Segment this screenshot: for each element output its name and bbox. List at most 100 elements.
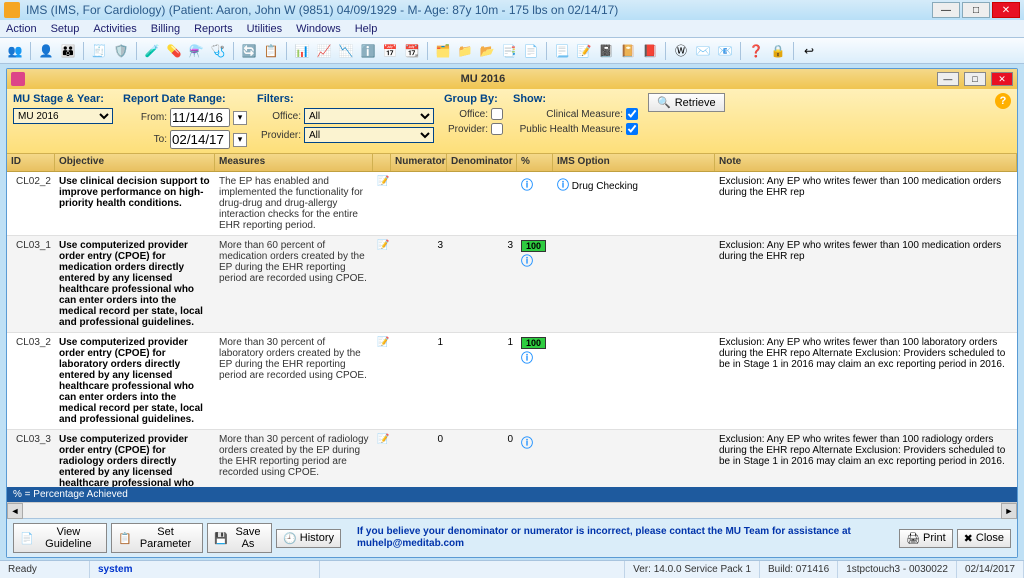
status-bar: Ready system Ver: 14.0.0 Service Pack 1 … [0, 560, 1024, 578]
show-label: Show: [513, 93, 638, 105]
bottom-bar: 📄 View Guideline 📋 Set Parameter 💾 Save … [7, 518, 1017, 557]
set-parameter-button[interactable]: 📋 Set Parameter [111, 523, 203, 553]
table-row[interactable]: CL03_1Use computerized provider order en… [7, 236, 1017, 333]
groupby-label: Group By: [444, 93, 503, 105]
toolbar-icon-11[interactable]: 📊 [293, 42, 311, 60]
filters-label: Filters: [257, 93, 434, 105]
footer-message: If you believe your denominator or numer… [357, 526, 895, 550]
close-button-bottom[interactable]: ✖ Close [957, 529, 1011, 548]
table-row[interactable]: CL03_3Use computerized provider order en… [7, 430, 1017, 487]
to-date-input[interactable] [170, 130, 230, 149]
menu-billing[interactable]: Billing [151, 23, 180, 35]
action-icon[interactable]: 📝 [377, 337, 389, 348]
scroll-right-icon[interactable]: ► [1001, 503, 1017, 519]
toolbar-icon-30[interactable]: ❓ [747, 42, 765, 60]
toolbar-icon-10[interactable]: 📋 [262, 42, 280, 60]
toolbar-icon-28[interactable]: ✉️ [694, 42, 712, 60]
toolbar-icon-24[interactable]: 📓 [597, 42, 615, 60]
toolbar-icon-29[interactable]: 📧 [716, 42, 734, 60]
toolbar-icon-19[interactable]: 📂 [478, 42, 496, 60]
menu-action[interactable]: Action [6, 23, 37, 35]
toolbar-icon-7[interactable]: ⚗️ [187, 42, 205, 60]
groupby-office-check[interactable] [491, 108, 503, 120]
toolbar-icon-4[interactable]: 🛡️ [112, 42, 130, 60]
info-icon[interactable]: ⓘ [521, 178, 533, 192]
print-button[interactable]: 🖨 Print [899, 529, 953, 548]
toolbar-icon-2[interactable]: 👪 [59, 42, 77, 60]
toolbar-icon-1[interactable]: 👤 [37, 42, 55, 60]
grid-header: ID Objective Measures Numerator Denomina… [7, 154, 1017, 172]
app-title: IMS (IMS, For Cardiology) (Patient: Aaro… [26, 3, 932, 17]
maximize-button[interactable]: □ [962, 2, 990, 18]
toolbar-icon-8[interactable]: 🩺 [209, 42, 227, 60]
menu-activities[interactable]: Activities [93, 23, 136, 35]
close-button[interactable]: ✕ [992, 2, 1020, 18]
horizontal-scrollbar[interactable]: ◄ ► [7, 502, 1017, 518]
toolbar-icon-5[interactable]: 🧪 [143, 42, 161, 60]
public-health-check[interactable] [626, 123, 638, 135]
toolbar-icon-31[interactable]: 🔒 [769, 42, 787, 60]
toolbar-icon-20[interactable]: 📑 [500, 42, 518, 60]
stage-select[interactable]: MU 2016 [13, 108, 113, 124]
toolbar-icon-0[interactable]: 👥 [6, 42, 24, 60]
mu-minimize-button[interactable]: — [937, 72, 959, 86]
calendar-icon[interactable]: ▾ [233, 111, 247, 125]
action-icon[interactable]: 📝 [377, 240, 389, 251]
toolbar-icon-14[interactable]: ℹ️ [359, 42, 377, 60]
toolbar-icon-32[interactable]: ↩ [800, 42, 818, 60]
info-icon[interactable]: ⓘ [521, 436, 533, 450]
provider-select[interactable]: All [304, 127, 434, 143]
mu-title: MU 2016 [31, 73, 935, 85]
toolbar-icon-23[interactable]: 📝 [575, 42, 593, 60]
help-icon[interactable]: ? [995, 93, 1011, 109]
toolbar-icon-16[interactable]: 📆 [403, 42, 421, 60]
table-row[interactable]: CL02_2Use clinical decision support to i… [7, 172, 1017, 236]
toolbar-icon-17[interactable]: 🗂️ [434, 42, 452, 60]
info-icon[interactable]: ⓘ [521, 351, 533, 365]
action-icon[interactable]: 📝 [377, 434, 389, 445]
history-button[interactable]: 🕘 History [276, 529, 341, 548]
mu-close-button[interactable]: ✕ [991, 72, 1013, 86]
toolbar-icon-12[interactable]: 📈 [315, 42, 333, 60]
menubar: Action Setup Activities Billing Reports Utili… [0, 20, 1024, 38]
office-select[interactable]: All [304, 108, 434, 124]
mu-icon [11, 72, 25, 86]
toolbar-icon-3[interactable]: 🧾 [90, 42, 108, 60]
groupby-provider-check[interactable] [491, 123, 503, 135]
toolbar-icon-9[interactable]: 🔄 [240, 42, 258, 60]
info-icon[interactable]: ⓘ [521, 254, 533, 268]
mu-maximize-button[interactable]: □ [964, 72, 986, 86]
toolbar-icon-6[interactable]: 💊 [165, 42, 183, 60]
toolbar-icon-18[interactable]: 📁 [456, 42, 474, 60]
retrieve-button[interactable]: 🔍Retrieve [648, 93, 725, 112]
mu-titlebar: MU 2016 — □ ✕ [7, 69, 1017, 89]
toolbar-icon-22[interactable]: 📃 [553, 42, 571, 60]
toolbar-icon-13[interactable]: 📉 [337, 42, 355, 60]
menu-windows[interactable]: Windows [296, 23, 341, 35]
app-titlebar: IMS (IMS, For Cardiology) (Patient: Aaro… [0, 0, 1024, 20]
toolbar-icon-21[interactable]: 📄 [522, 42, 540, 60]
minimize-button[interactable]: — [932, 2, 960, 18]
menu-reports[interactable]: Reports [194, 23, 233, 35]
main-toolbar: 👥 👤👪 🧾🛡️ 🧪💊⚗️🩺 🔄📋 📊📈📉ℹ️📅📆 🗂️📁📂📑📄 📃📝📓📔📕 Ⓦ✉️📧 ❓🔒 ↩ [0, 38, 1024, 64]
toolbar-icon-27[interactable]: Ⓦ [672, 42, 690, 60]
toolbar-icon-15[interactable]: 📅 [381, 42, 399, 60]
toolbar-icon-26[interactable]: 📕 [641, 42, 659, 60]
menu-help[interactable]: Help [355, 23, 378, 35]
app-icon [4, 2, 20, 18]
from-date-input[interactable] [170, 108, 230, 127]
scroll-left-icon[interactable]: ◄ [7, 503, 23, 519]
info-icon[interactable]: ⓘ [557, 178, 569, 192]
clinical-measure-check[interactable] [626, 108, 638, 120]
action-icon[interactable]: 📝 [377, 176, 389, 187]
retrieve-icon: 🔍 [657, 96, 671, 109]
grid-body[interactable]: CL02_2Use clinical decision support to i… [7, 172, 1017, 487]
mu-window: MU 2016 — □ ✕ MU Stage & Year: MU 2016 R… [6, 68, 1018, 558]
table-row[interactable]: CL03_2Use computerized provider order en… [7, 333, 1017, 430]
toolbar-icon-25[interactable]: 📔 [619, 42, 637, 60]
menu-setup[interactable]: Setup [51, 23, 80, 35]
menu-utilities[interactable]: Utilities [247, 23, 282, 35]
save-as-button[interactable]: 💾 Save As [207, 523, 272, 553]
view-guideline-button[interactable]: 📄 View Guideline [13, 523, 107, 553]
calendar-icon[interactable]: ▾ [233, 133, 247, 147]
